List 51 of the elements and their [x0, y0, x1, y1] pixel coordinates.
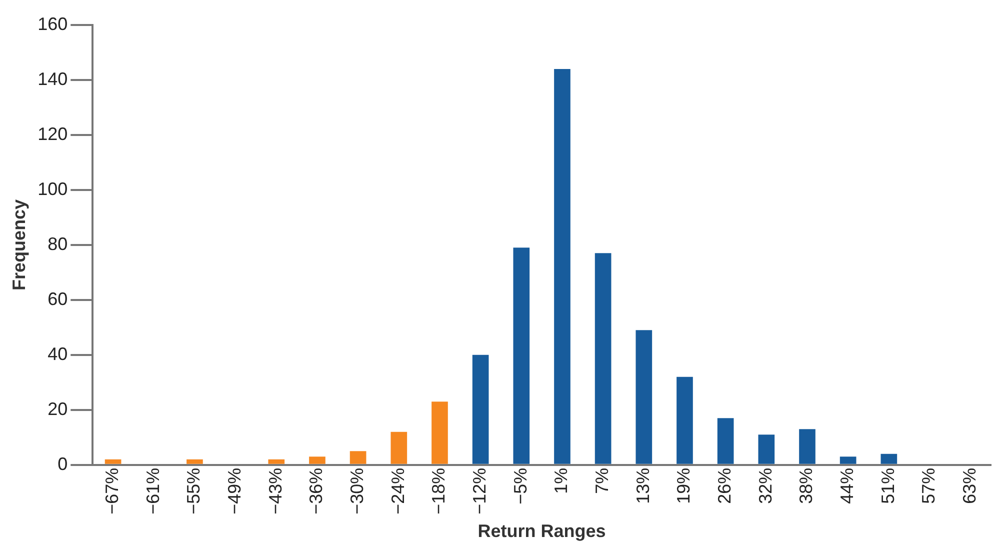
y-tick-label: 100 — [38, 178, 68, 199]
y-tick-label: 140 — [38, 68, 68, 89]
x-tick-label: 13% — [632, 468, 653, 504]
bar — [840, 456, 856, 464]
bar — [350, 451, 366, 464]
x-tick-label: 26% — [714, 468, 735, 504]
bar — [268, 459, 285, 464]
bar — [554, 68, 570, 464]
x-tick-label: −12% — [470, 468, 490, 514]
y-tick-label: 120 — [38, 124, 68, 144]
x-tick-label: −61% — [142, 468, 163, 514]
bar — [104, 459, 122, 464]
bar — [513, 248, 530, 464]
x-tick-label: 57% — [918, 468, 939, 504]
x-tick-label: 38% — [796, 468, 816, 504]
x-tick-label: −55% — [184, 468, 204, 514]
bar — [758, 434, 775, 464]
x-tick-label: 19% — [674, 468, 694, 504]
y-tick-label: 60 — [48, 288, 68, 309]
x-axis-title: Return Ranges — [478, 521, 606, 542]
bar — [186, 459, 203, 464]
y-tick-label: 20 — [48, 398, 68, 419]
bar — [717, 418, 734, 464]
bar — [594, 253, 612, 464]
bar — [636, 330, 652, 464]
x-tick-label: −67% — [102, 468, 122, 514]
x-tick-label: −18% — [428, 468, 449, 514]
y-tick-label: 160 — [38, 14, 68, 34]
x-tick-label: 1% — [551, 468, 572, 494]
x-tick-label: 63% — [960, 468, 980, 504]
x-tick-label: −36% — [306, 468, 326, 514]
x-tick-label: −24% — [388, 468, 408, 514]
y-tick-label: 0 — [58, 454, 68, 474]
x-tick-label: 32% — [755, 468, 776, 504]
bar — [432, 402, 448, 464]
x-tick-label: 51% — [878, 468, 898, 504]
x-tick-label: −5% — [510, 468, 530, 504]
x-tick-label: 7% — [592, 468, 612, 494]
x-tick-label: −49% — [224, 468, 245, 514]
bar — [390, 432, 408, 464]
x-tick-label: −30% — [347, 468, 368, 514]
y-tick-label: 80 — [48, 234, 68, 254]
y-axis-title: Frequency — [8, 199, 29, 290]
bar — [472, 354, 489, 464]
y-tick-label: 40 — [48, 344, 68, 364]
bar — [880, 454, 898, 464]
bar — [799, 429, 816, 464]
x-tick-label: 44% — [837, 468, 858, 504]
bar — [309, 456, 326, 464]
bar — [676, 376, 693, 464]
x-tick-label: −43% — [265, 468, 286, 514]
